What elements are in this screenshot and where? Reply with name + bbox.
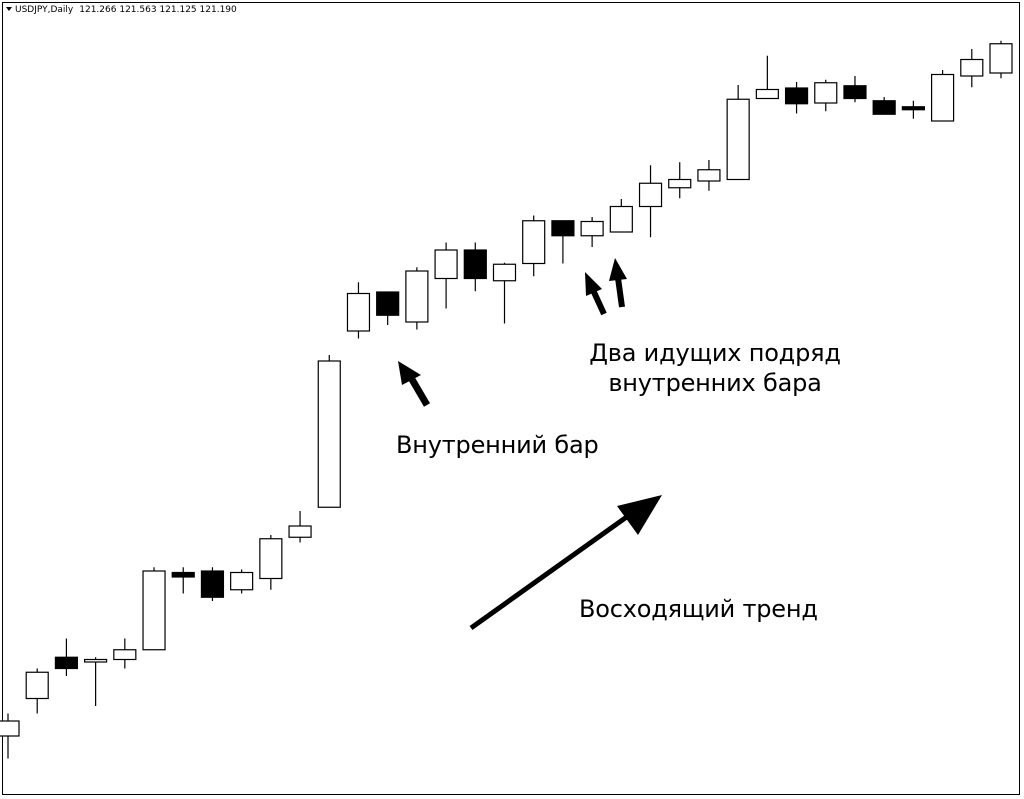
- candle-bullish: [317, 355, 341, 508]
- candle-body: [668, 178, 692, 189]
- candle-body: [580, 220, 604, 237]
- candle-body: [200, 570, 225, 598]
- candle-bullish: [697, 160, 721, 191]
- candle-bullish: [0, 713, 20, 759]
- candle-bearish: [872, 97, 896, 115]
- candle-bullish: [288, 511, 312, 543]
- candle-body: [609, 205, 633, 233]
- candle-bullish: [142, 567, 166, 651]
- candle-bullish: [726, 85, 750, 181]
- candle-bullish: [346, 282, 371, 339]
- inside-bar-arrow-left: [585, 272, 607, 316]
- candle-body: [814, 82, 838, 104]
- candle-bullish: [755, 55, 779, 100]
- candle-body: [84, 658, 108, 663]
- annotation-arrows: [398, 258, 662, 631]
- chevron-down-icon[interactable]: [6, 7, 12, 11]
- candle-bullish: [930, 70, 955, 122]
- candle-bearish: [901, 100, 925, 119]
- candle-body: [25, 671, 49, 700]
- candle-bullish: [434, 242, 458, 309]
- uptrend-label: Восходящий тренд: [579, 595, 818, 623]
- candle-body: [288, 525, 312, 538]
- candle-body: [230, 571, 254, 591]
- candle-body: [755, 88, 779, 100]
- candle-bullish: [25, 668, 49, 714]
- candle-body: [113, 649, 137, 661]
- candle-body: [346, 292, 371, 332]
- candle-body: [726, 98, 750, 181]
- candle-bullish: [609, 199, 633, 233]
- candle-bullish: [230, 569, 254, 594]
- candle-body: [405, 270, 429, 323]
- candles-layer: [0, 40, 1013, 759]
- candle-bullish: [405, 267, 429, 330]
- candle-bullish: [989, 40, 1013, 79]
- candle-bullish: [668, 162, 692, 199]
- trend-arrow: [469, 495, 662, 631]
- candle-body: [142, 570, 166, 651]
- candle-bullish: [960, 49, 984, 88]
- candle-body: [463, 249, 487, 280]
- candle-bearish: [843, 76, 867, 103]
- candle-bearish: [200, 567, 225, 601]
- candle-body: [784, 87, 809, 105]
- candle-body: [843, 85, 867, 100]
- close-value: 121.190: [199, 5, 237, 15]
- two-inside-bars-line2: внутренних бара: [608, 369, 822, 397]
- candle-body: [54, 656, 79, 670]
- open-value: 121.266: [79, 5, 117, 15]
- inside-bar-arrow-right: [609, 258, 627, 308]
- candle-body: [522, 220, 546, 265]
- candle-bullish: [814, 79, 838, 112]
- candle-body: [551, 220, 575, 237]
- candle-body: [960, 58, 984, 77]
- candle-bullish: [580, 217, 604, 247]
- symbol-label: USDJPY,Daily: [15, 5, 74, 15]
- candle-body: [376, 291, 400, 316]
- candle-body: [638, 182, 663, 208]
- candle-bullish: [522, 215, 546, 277]
- candle-body: [872, 100, 896, 115]
- inside-bar-arrow: [398, 361, 431, 407]
- candle-body: [317, 360, 341, 508]
- candle-bearish: [171, 567, 195, 594]
- candle-bullish: [259, 535, 283, 590]
- candle-bearish: [784, 82, 809, 114]
- candle-bullish: [492, 262, 517, 324]
- high-value: 121.563: [119, 5, 157, 15]
- candle-bullish: [638, 165, 663, 238]
- chart-header: USDJPY,Daily 121.266 121.563 121.125 121.…: [6, 4, 237, 16]
- candle-body: [901, 106, 925, 111]
- candle-body: [989, 43, 1013, 74]
- candle-body: [930, 73, 955, 122]
- two-inside-bars-label: Два идущих подряд внутренних бара: [580, 338, 850, 398]
- candle-body: [697, 169, 721, 182]
- candle-bearish: [54, 638, 79, 676]
- candle-bearish: [463, 242, 487, 292]
- candle-bullish: [113, 638, 137, 669]
- candle-bearish: [551, 220, 575, 264]
- candle-body: [0, 720, 20, 737]
- candle-body: [492, 263, 517, 282]
- candle-bullish: [84, 657, 108, 706]
- low-value: 121.125: [159, 5, 197, 15]
- candle-body: [171, 571, 195, 578]
- candle-body: [259, 538, 283, 580]
- two-inside-bars-line1: Два идущих подряд: [589, 339, 841, 367]
- inside-bar-label: Внутренний бар: [396, 431, 599, 459]
- candle-body: [434, 249, 458, 280]
- candle-bearish: [376, 291, 400, 325]
